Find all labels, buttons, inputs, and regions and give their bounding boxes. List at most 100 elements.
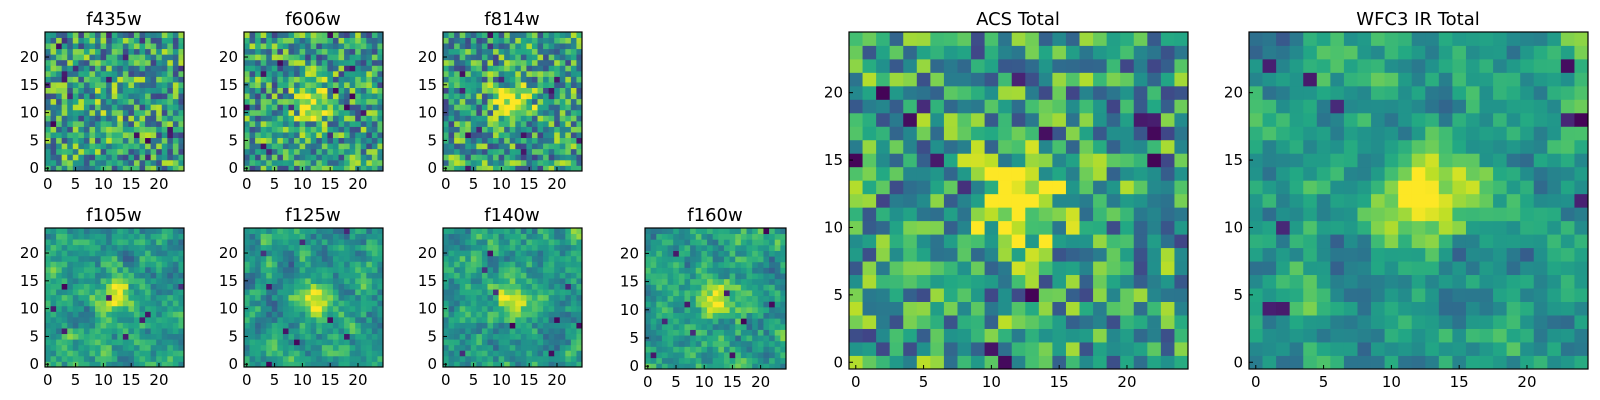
heatmap-cell	[305, 65, 312, 72]
heatmap-cell	[266, 289, 273, 296]
heatmap-cell	[72, 137, 79, 144]
heatmap-cell	[122, 355, 129, 362]
heatmap-cell	[493, 344, 499, 351]
heatmap-cell	[712, 329, 719, 336]
heatmap-cell	[1147, 180, 1162, 195]
heatmap-cell	[746, 357, 753, 364]
heatmap-cell	[559, 109, 566, 116]
heatmap-cell	[718, 352, 725, 359]
heatmap-cell	[133, 316, 140, 323]
heatmap-cell	[294, 278, 300, 284]
heatmap-cell	[537, 104, 544, 111]
heatmap-cell	[277, 328, 284, 335]
heatmap-cell	[277, 305, 284, 312]
heatmap-cell	[271, 148, 278, 155]
heatmap-cell	[355, 76, 362, 83]
heatmap-cell	[1133, 342, 1148, 356]
heatmap-cell	[288, 244, 295, 251]
heatmap-cell	[570, 143, 577, 150]
heatmap-cell	[481, 32, 488, 38]
heatmap-cell	[740, 346, 747, 353]
heatmap-cell	[266, 126, 273, 133]
heatmap-cell	[89, 48, 96, 55]
heatmap-cell	[327, 278, 334, 284]
heatmap-cell	[56, 98, 63, 105]
heatmap-cell	[487, 159, 494, 166]
heatmap-cell	[277, 126, 284, 133]
heatmap-cell	[548, 244, 555, 251]
heatmap-cell	[338, 355, 345, 362]
heatmap-cell	[673, 284, 680, 291]
heatmap-cell	[288, 305, 295, 312]
heatmap-cell	[78, 159, 85, 166]
heatmap-cell	[106, 126, 113, 133]
heatmap-cell	[305, 154, 312, 161]
heatmap-cell	[470, 87, 477, 94]
heatmap-cell	[576, 59, 583, 66]
heatmap-cell	[294, 165, 300, 172]
heatmap-cell	[161, 316, 168, 323]
heatmap-cell	[167, 300, 174, 307]
heatmap-cell	[89, 159, 96, 166]
heatmap-cell	[769, 290, 776, 297]
heatmap-cell	[448, 244, 455, 251]
heatmap-cell	[1160, 261, 1175, 276]
heatmap-cell	[366, 98, 373, 105]
heatmap-cell	[321, 43, 328, 50]
heatmap-cell	[266, 239, 273, 246]
heatmap-cell	[515, 115, 522, 122]
heatmap-cell	[1079, 207, 1094, 222]
heatmap-cell	[56, 109, 63, 116]
heatmap-cell	[690, 273, 697, 280]
heatmap-cell	[310, 87, 317, 94]
heatmap-cell	[111, 233, 118, 240]
heatmap-cell	[740, 301, 747, 308]
heatmap-cell	[305, 43, 312, 50]
heatmap-cell	[454, 65, 461, 72]
heatmap-cell	[321, 339, 328, 346]
heatmap-cell	[178, 82, 185, 88]
heatmap-cell	[509, 283, 516, 290]
heatmap-cell	[106, 154, 113, 161]
heatmap-cell	[570, 126, 577, 133]
heatmap-cell	[128, 261, 135, 268]
heatmap-cell	[61, 148, 68, 155]
heatmap-cell	[746, 340, 753, 347]
heatmap-cell	[327, 137, 334, 144]
heatmap-cell	[117, 361, 124, 368]
heatmap-cell	[344, 300, 351, 307]
heatmap-cell	[371, 48, 378, 55]
heatmap-cell	[752, 340, 759, 347]
heatmap-cell	[338, 266, 345, 273]
heatmap-cell	[249, 87, 256, 94]
heatmap-cell	[95, 328, 101, 335]
heatmap-cell	[178, 272, 185, 279]
heatmap-cell	[509, 339, 516, 346]
heatmap-cell	[729, 346, 736, 353]
heatmap-cell	[531, 65, 538, 72]
heatmap-cell	[701, 278, 708, 285]
heatmap-cell	[78, 148, 85, 155]
heatmap-cell	[111, 87, 118, 94]
heatmap-cell	[95, 344, 101, 351]
heatmap-cell	[509, 311, 516, 318]
heatmap-cell	[371, 266, 378, 273]
heatmap-cell	[520, 305, 527, 312]
heatmap-cell	[645, 346, 652, 353]
heatmap-cell	[111, 272, 118, 279]
heatmap-cell	[89, 361, 96, 368]
heatmap-cell	[139, 165, 146, 172]
heatmap-cell	[288, 132, 295, 139]
heatmap-cell	[757, 295, 764, 302]
heatmap-cell	[690, 306, 697, 313]
heatmap-cell	[774, 244, 781, 251]
heatmap-cell	[360, 322, 367, 329]
heatmap-cell	[299, 239, 306, 246]
heatmap-cell	[723, 284, 730, 291]
heatmap-cell	[729, 312, 736, 319]
heatmap-cell	[509, 344, 516, 351]
heatmap-cell	[889, 166, 904, 181]
heatmap-cell	[459, 76, 466, 83]
heatmap-cell	[998, 234, 1013, 249]
heatmap-cell	[260, 261, 267, 268]
